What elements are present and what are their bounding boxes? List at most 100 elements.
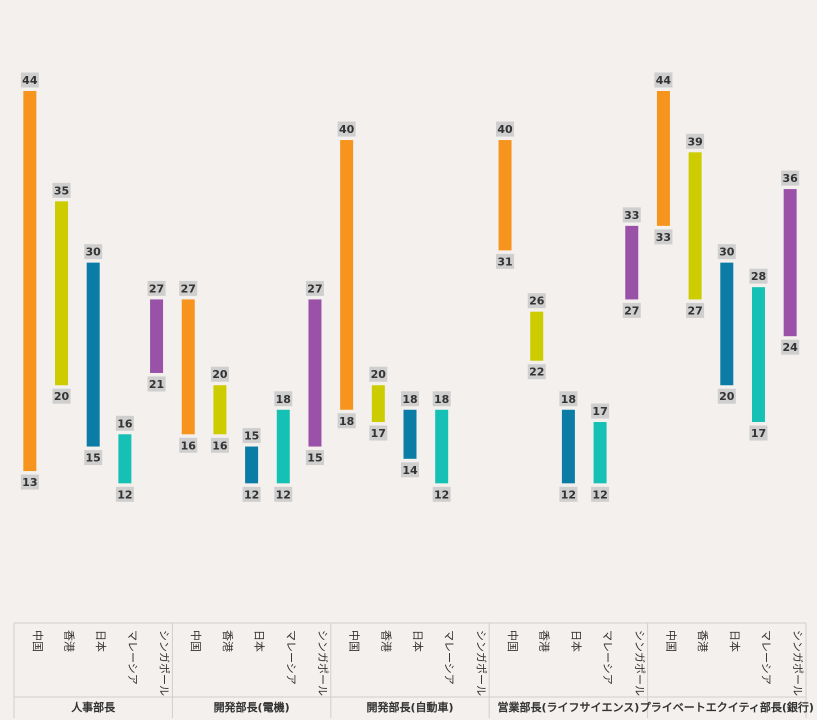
value-label-text: 12 (244, 488, 259, 501)
range-bar (245, 446, 259, 484)
value-label-text: 44 (656, 74, 672, 87)
value-label-text: 14 (402, 464, 418, 477)
value-label-text: 39 (687, 135, 702, 148)
value-label-bg (527, 364, 546, 380)
min-value-label: 16 (179, 437, 198, 453)
value-label-bg (749, 268, 768, 284)
value-label-bg (496, 253, 515, 269)
range-bar (150, 299, 164, 373)
range-bar (403, 409, 417, 459)
min-value-label: 17 (369, 425, 388, 441)
range-bar (276, 409, 290, 484)
max-value-label: 18 (274, 391, 293, 407)
value-label-text: 22 (529, 366, 544, 379)
category-label: シンガポール (158, 630, 171, 696)
range-bar (593, 422, 607, 484)
category-label: 日本 (728, 630, 742, 652)
value-label-bg (369, 366, 388, 382)
value-label-bg (147, 280, 166, 296)
value-label-bg (559, 486, 578, 502)
range-bar (561, 409, 575, 484)
max-value-label: 27 (147, 280, 166, 296)
range-bar (435, 409, 449, 484)
value-label-text: 27 (307, 282, 322, 295)
value-label-bg (622, 302, 641, 318)
group-label: 人事部長 (71, 700, 116, 714)
value-label-bg (432, 391, 451, 407)
value-label-text: 35 (54, 184, 69, 197)
value-label-bg (781, 339, 800, 355)
min-value-label: 12 (242, 486, 261, 502)
max-value-label: 30 (84, 244, 103, 260)
max-value-label: 40 (337, 121, 356, 137)
value-label-text: 12 (592, 488, 607, 501)
value-label-bg (242, 428, 261, 444)
min-value-label: 20 (52, 388, 71, 404)
category-label: シンガポール (474, 630, 487, 696)
value-label-text: 44 (22, 74, 38, 87)
min-value-label: 27 (686, 302, 705, 318)
range-bar (530, 311, 544, 361)
category-label: 中国 (31, 630, 44, 652)
value-label-text: 12 (276, 488, 291, 501)
min-value-label: 33 (654, 229, 673, 245)
category-label: 香港 (221, 630, 234, 652)
value-label-text: 16 (212, 439, 228, 452)
min-value-label: 18 (337, 413, 356, 429)
value-label-text: 18 (561, 393, 576, 406)
value-label-text: 20 (212, 368, 228, 381)
value-label-text: 21 (149, 378, 164, 391)
max-value-label: 18 (401, 391, 419, 407)
category-label: シンガポール (633, 630, 646, 696)
max-value-label: 35 (52, 182, 71, 198)
value-label-bg (179, 437, 198, 453)
range-bar (498, 140, 512, 251)
value-label-text: 27 (181, 282, 196, 295)
min-value-label: 12 (115, 486, 134, 502)
max-value-label: 40 (496, 121, 515, 137)
value-label-bg (717, 244, 736, 260)
min-value-label: 27 (622, 302, 641, 318)
value-label-text: 20 (54, 390, 70, 403)
value-label-text: 20 (371, 368, 387, 381)
range-bar (181, 299, 195, 435)
value-label-text: 31 (497, 255, 512, 268)
category-label: 香港 (696, 630, 709, 652)
value-label-bg (654, 72, 673, 88)
range-bar (656, 91, 670, 226)
value-label-bg (717, 388, 736, 404)
min-value-label: 16 (210, 437, 229, 453)
value-label-bg (115, 415, 134, 431)
value-label-bg (115, 486, 134, 502)
value-label-bg (210, 366, 229, 382)
max-value-label: 36 (781, 170, 800, 186)
value-label-bg (20, 72, 39, 88)
range-bar (308, 299, 322, 447)
value-label-bg (654, 229, 673, 245)
value-label-text: 28 (751, 270, 766, 283)
category-label: 中国 (506, 630, 519, 652)
value-label-bg (337, 121, 356, 137)
min-value-label: 31 (496, 253, 515, 269)
value-label-text: 40 (339, 123, 355, 136)
value-label-bg (622, 207, 641, 223)
value-label-text: 18 (339, 415, 354, 428)
value-label-bg (242, 486, 261, 502)
value-label-text: 20 (719, 390, 735, 403)
value-label-bg (686, 302, 705, 318)
value-label-text: 18 (434, 393, 449, 406)
max-value-label: 17 (591, 403, 610, 419)
max-value-label: 27 (179, 280, 198, 296)
category-label: 香港 (379, 630, 392, 652)
range-bar (55, 201, 69, 386)
range-bar (213, 385, 227, 435)
value-label-bg (369, 425, 388, 441)
value-label-bg (591, 403, 610, 419)
category-label: 香港 (538, 630, 551, 652)
group-label: 開発部長(自動車) (366, 700, 453, 714)
value-label-bg (84, 244, 103, 260)
value-label-text: 18 (402, 393, 417, 406)
category-label: 日本 (569, 630, 583, 652)
max-value-label: 18 (559, 391, 578, 407)
